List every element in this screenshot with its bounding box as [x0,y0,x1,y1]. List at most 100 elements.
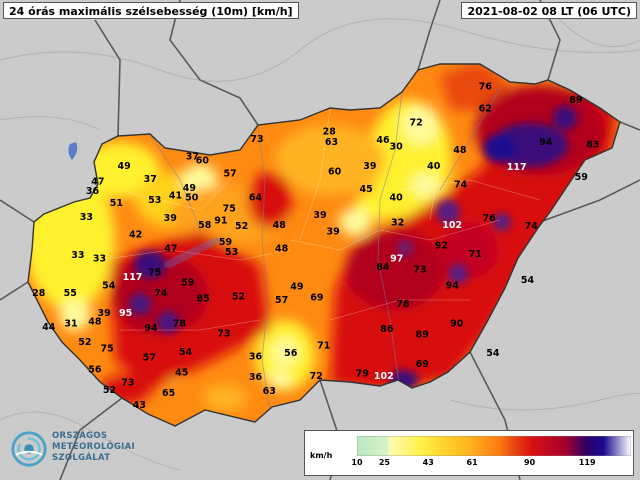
station-value: 52 [232,292,245,303]
station-value: 28 [32,288,46,299]
neighbour-lakes [68,142,78,160]
legend-tick-label: 119 [578,458,596,467]
station-value: 28 [323,126,337,137]
station-value: 92 [435,240,448,251]
station-value: 49 [290,282,303,293]
station-value: 36 [86,186,100,197]
station-value: 95 [119,308,132,319]
station-value: 54 [102,281,116,292]
logo-line-3: SZOLGÁLAT [52,453,111,463]
legend-tick-label: 61 [466,458,478,467]
station-value: 63 [325,137,338,148]
station-value: 54 [521,275,535,286]
station-value: 43 [133,400,146,411]
station-value: 72 [310,371,323,382]
legend-tick-label: 10 [351,458,363,467]
station-value: 59 [219,237,232,248]
station-value: 86 [380,324,394,335]
station-value: 53 [225,247,238,258]
station-value: 51 [110,198,123,209]
station-value: 117 [507,162,527,173]
station-value: 48 [88,317,102,328]
station-value: 32 [391,218,404,229]
station-value: 44 [42,322,56,333]
station-value: 71 [469,249,482,260]
station-value: 42 [129,230,142,241]
station-value: 62 [479,104,492,115]
station-value: 48 [275,244,289,255]
station-value: 30 [389,142,403,153]
logo-line-1: ORSZÁGOS [52,431,108,441]
legend-tick-label: 43 [422,458,434,467]
station-value: 49 [117,161,130,172]
station-value: 46 [376,135,390,146]
lake-balaton [164,237,221,268]
station-value: 48 [453,145,467,156]
station-value: 48 [273,220,287,231]
station-value: 89 [416,330,429,341]
station-value: 53 [148,195,161,206]
omsz-logo-icon [11,431,47,467]
station-value: 73 [413,264,426,275]
station-value: 73 [217,329,230,340]
station-value: 57 [143,352,156,363]
omsz-logo: ORSZÁGOS METEOROLÓGIAI SZOLGÁLAT [8,428,168,474]
station-value: 49 [183,183,196,194]
station-value: 60 [196,156,210,167]
logo-line-2: METEOROLÓGIAI [52,442,135,452]
legend-colorbar [357,436,631,456]
station-value: 33 [93,254,106,265]
station-value: 56 [88,364,102,375]
station-value: 47 [164,244,177,255]
station-value: 59 [575,172,588,183]
station-value: 76 [396,299,410,310]
station-value: 56 [284,348,298,359]
station-value: 37 [186,151,199,162]
station-value: 63 [263,386,276,397]
station-value: 74 [525,221,539,232]
station-value: 45 [359,184,372,195]
station-value: 39 [363,161,376,172]
station-value: 73 [250,134,263,145]
station-value: 72 [409,118,422,129]
station-value: 50 [185,193,199,204]
station-value: 52 [235,221,248,232]
station-value: 78 [173,319,187,330]
station-value: 59 [181,277,194,288]
station-value: 76 [479,82,493,93]
station-value: 64 [249,193,263,204]
station-value: 94 [144,323,158,334]
station-value: 102 [374,371,394,382]
station-value: 117 [123,272,143,283]
station-value: 75 [223,204,236,215]
station-value: 52 [78,337,91,348]
station-value: 85 [197,294,210,305]
station-value: 90 [450,319,464,330]
map-title: 24 órás maximális szélsebesség (10m) [km… [3,2,299,19]
station-value: 52 [103,385,116,396]
station-value: 58 [198,220,212,231]
station-value: 39 [313,210,326,221]
legend-tick-label: 25 [378,458,390,467]
station-value: 65 [162,388,175,399]
color-legend: km/h 10 25 43 61 90 119 [304,430,634,476]
station-value: 54 [179,347,193,358]
station-value: 33 [71,250,84,261]
station-value: 41 [169,190,182,201]
station-value: 60 [328,167,342,178]
station-value: 69 [416,359,429,370]
station-value: 39 [326,226,339,237]
station-value: 84 [376,262,390,273]
station-value: 79 [356,369,369,380]
station-value: 39 [97,308,110,319]
station-value: 31 [64,319,77,330]
station-value: 73 [121,377,134,388]
station-value: 55 [64,288,77,299]
station-value: 76 [482,213,496,224]
station-value: 94 [446,281,460,292]
station-value: 39 [164,213,177,224]
station-value: 37 [144,174,157,185]
omsz-logo-text: ORSZÁGOS METEOROLÓGIAI SZOLGÁLAT [52,431,135,464]
station-value: 47 [91,176,104,187]
